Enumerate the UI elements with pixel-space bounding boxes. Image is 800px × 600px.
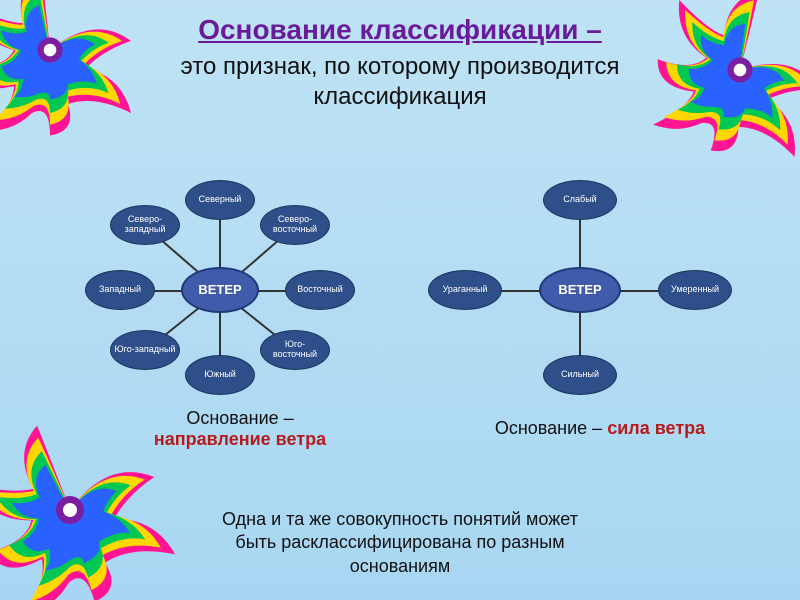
caption-label: Основание –: [495, 418, 602, 438]
diagram-leaf-node: Северный: [185, 180, 255, 220]
diagram-leaf-node: Слабый: [543, 180, 617, 220]
diagram-leaf-node: Умеренный: [658, 270, 732, 310]
page-subtitle: это признак, по которому производится кл…: [0, 52, 800, 112]
footer-line3: основаниям: [350, 556, 450, 576]
caption-strength: Основание – сила ветра: [480, 418, 720, 439]
footer-line2: быть расклассифицирована по разным: [235, 532, 564, 552]
page-title: Основание классификации –: [0, 14, 800, 46]
caption-direction: Основание – направление ветра: [130, 408, 350, 450]
page: Основание классификации – это признак, п…: [0, 0, 800, 600]
caption-value: сила ветра: [607, 418, 705, 438]
diagram-leaf-node: Юго-западный: [110, 330, 180, 370]
diagram-leaf-node: Южный: [185, 355, 255, 395]
subtitle-line1: это признак, по которому производится: [181, 53, 620, 80]
diagram-leaf-node: Западный: [85, 270, 155, 310]
subtitle-line2: классификация: [313, 83, 486, 110]
diagram-leaf-node: Юго-восточный: [260, 330, 330, 370]
footer-line1: Одна и та же совокупность понятий может: [222, 509, 578, 529]
diagram-center-node: ВЕТЕР: [181, 267, 259, 313]
footer-text: Одна и та же совокупность понятий может …: [0, 508, 800, 578]
diagram-leaf-node: Северо-западный: [110, 205, 180, 245]
diagram-leaf-node: Северо-восточный: [260, 205, 330, 245]
caption-label: Основание –: [186, 408, 293, 428]
diagram-leaf-node: Сильный: [543, 355, 617, 395]
diagram-leaf-node: Восточный: [285, 270, 355, 310]
caption-value: направление ветра: [154, 429, 326, 449]
diagram-leaf-node: Ураганный: [428, 270, 502, 310]
diagram-center-node: ВЕТЕР: [539, 267, 621, 313]
